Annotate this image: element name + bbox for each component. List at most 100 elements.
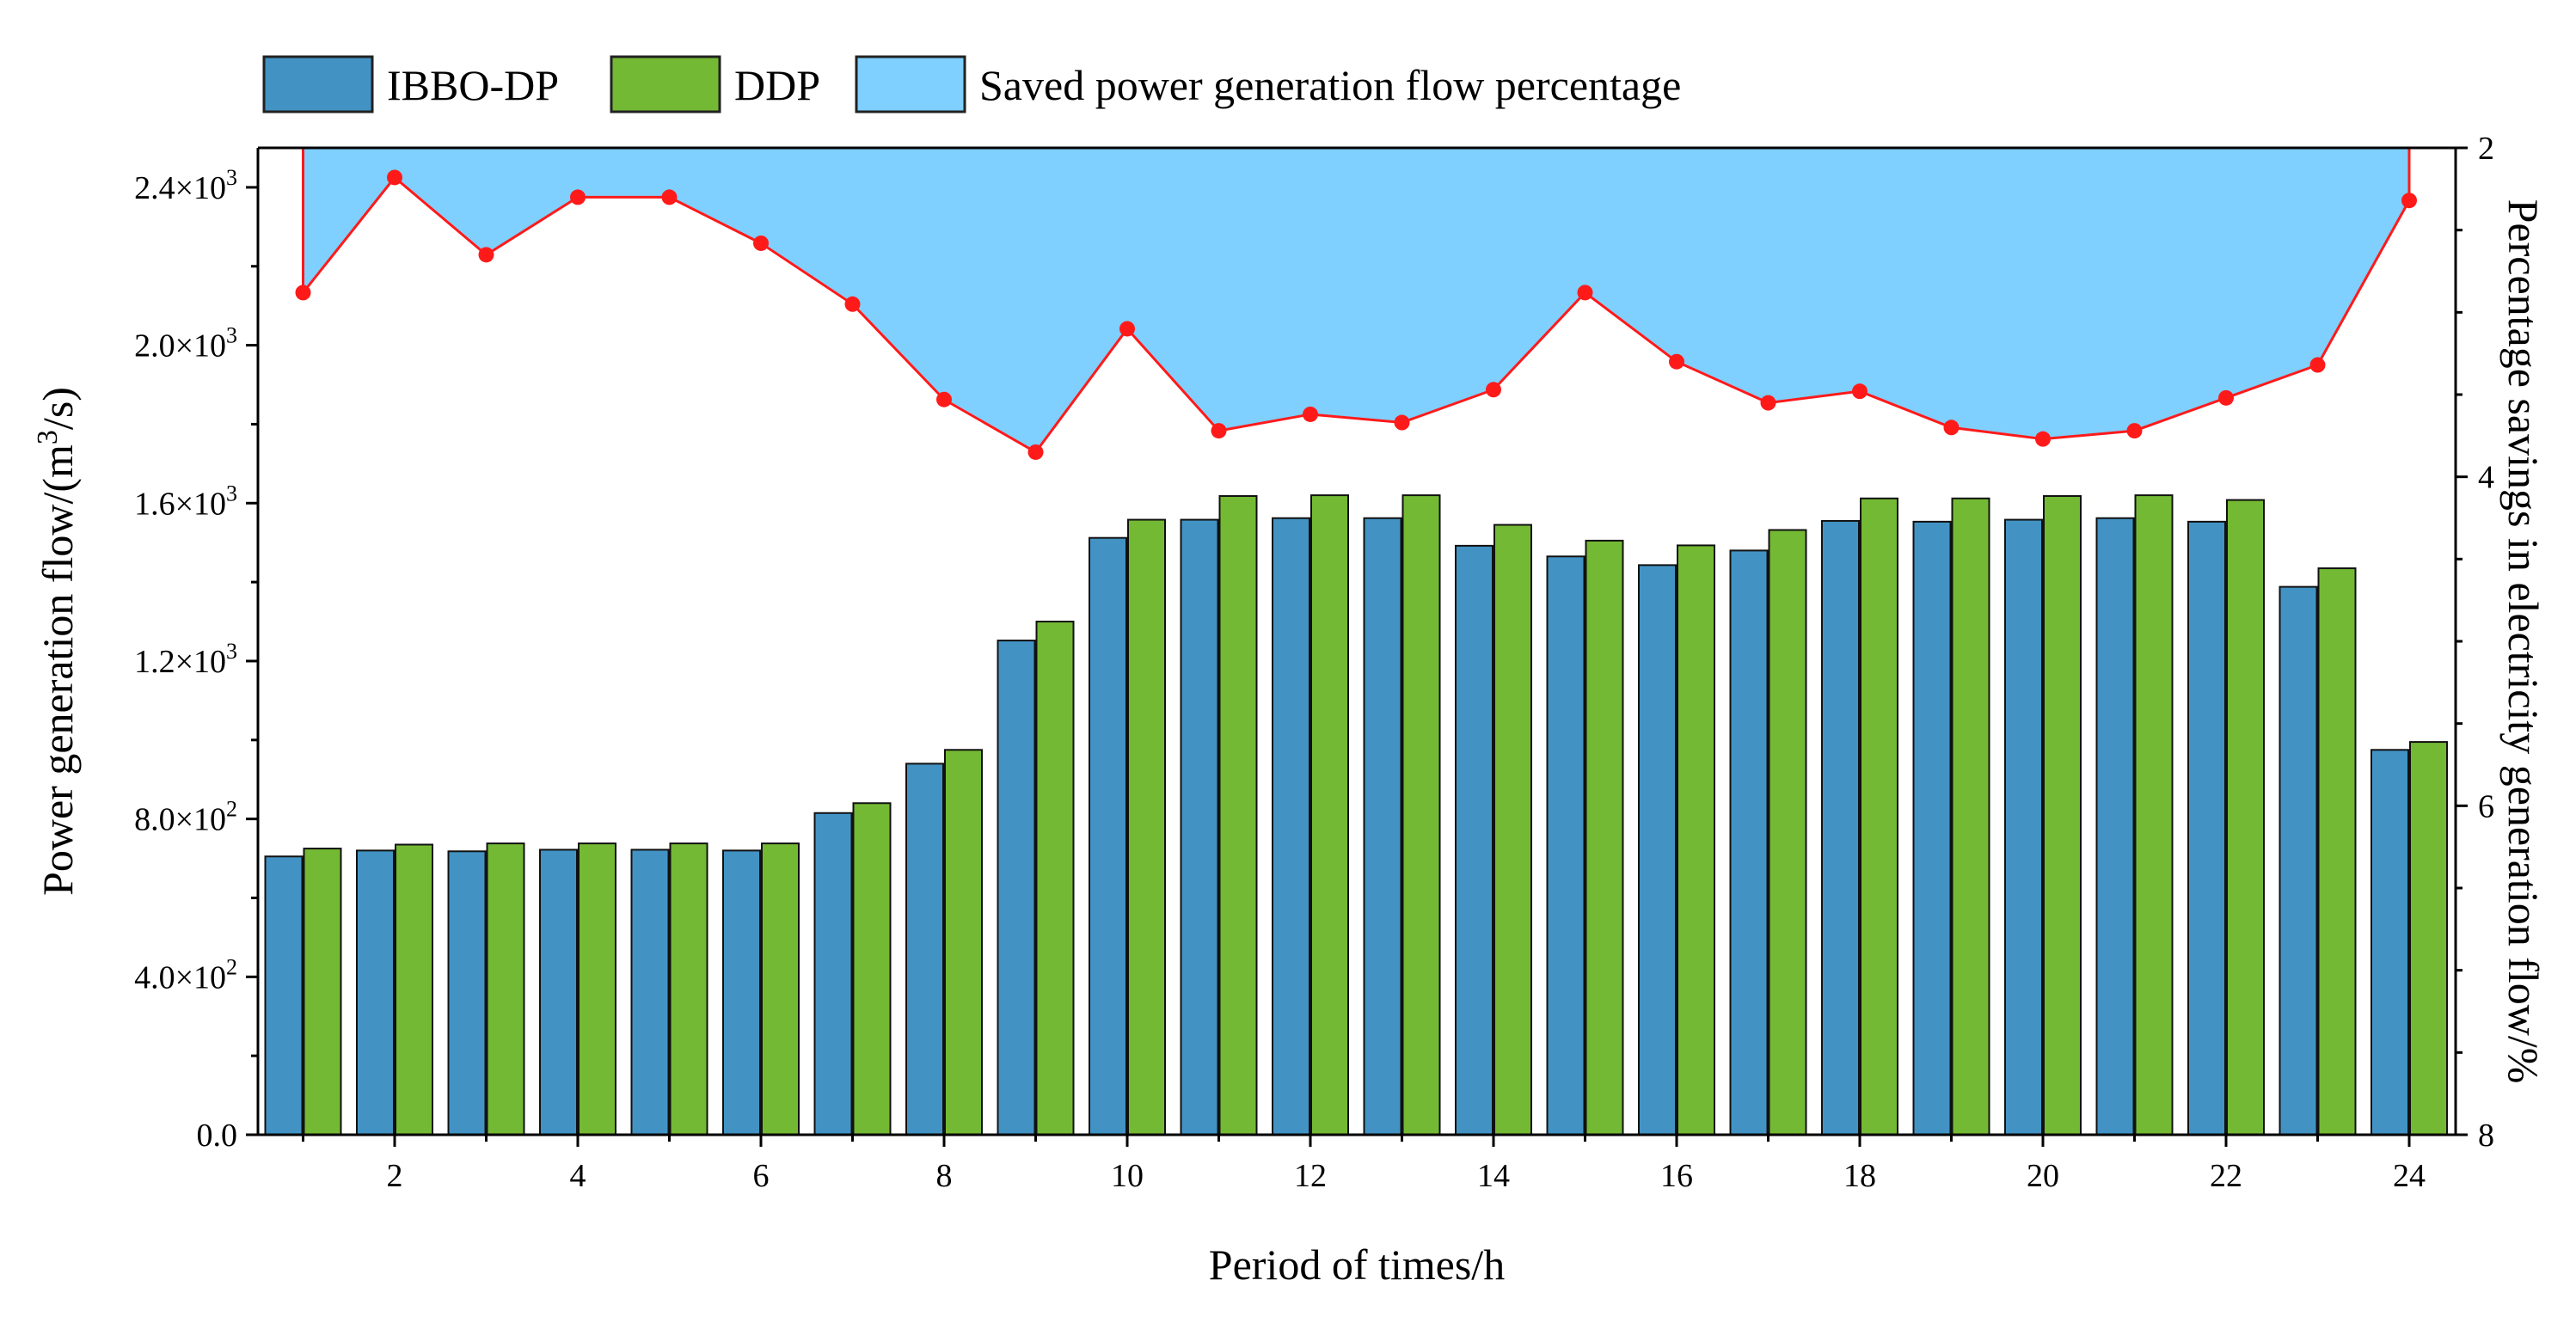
saved-percentage-point-4 [570,189,586,205]
saved-percentage-point-22 [2218,389,2234,406]
bar-ibbo-dp-15 [1546,555,1585,1136]
legend: IBBO-DP DDP Saved power generation flow … [262,55,1681,113]
x-tick-label-10: 10 [1111,1158,1144,1194]
bar-ibbo-dp-22 [2187,520,2226,1136]
saved-percentage-polyline [302,148,2411,454]
legend-label-saved-percentage: Saved power generation flow percentage [979,61,1681,109]
y-tick-label-1200: 1.2×103 [134,639,237,680]
bar-ddp-18 [1860,497,1898,1136]
saved-percentage-point-6 [753,235,769,251]
y-tick-label-2400: 2.4×103 [134,165,237,206]
bar-ibbo-dp-2 [356,849,395,1136]
bar-ibbo-dp-21 [2095,517,2135,1136]
y-ticks: 0.0 4.0×102 8.0×102 1.2×103 1.6×103 2.0×103 2.… [134,165,258,1154]
y-tick-label-400: 4.0×102 [134,954,237,995]
legend-label-ibbo-dp: IBBO-DP [387,61,559,109]
bar-ddp-6 [761,842,800,1136]
bar-ibbo-dp-3 [447,850,487,1136]
y2-tick-label-4: 4 [2478,460,2494,496]
saved-percentage-point-7 [844,296,861,312]
saved-percentage-point-8 [936,391,952,407]
saved-percentage-point-21 [2126,423,2143,439]
bar-ddp-4 [578,842,616,1136]
x-tick-label-24: 24 [2393,1158,2426,1194]
bar-ibbo-dp-17 [1729,549,1769,1136]
bar-ddp-13 [1401,494,1441,1136]
bar-ibbo-dp-9 [997,640,1036,1136]
bar-ddp-20 [2043,495,2082,1136]
bar-ddp-17 [1768,529,1807,1136]
saved-percentage-point-12 [1303,406,1318,422]
y-axis-title-suffix: /s) [34,387,82,430]
saved-percentage-point-16 [1669,353,1684,370]
saved-percentage-point-10 [1119,321,1135,337]
bar-ibbo-dp-10 [1089,536,1127,1136]
bar-ddp-11 [1218,495,1258,1136]
bar-ibbo-dp-4 [539,848,578,1136]
y-axis-title-sup: 3 [32,430,64,444]
bar-ibbo-dp-24 [2371,749,2409,1136]
bar-ddp-8 [944,749,983,1136]
bar-ddp-22 [2226,499,2265,1136]
saved-percentage-point-19 [1943,420,1960,436]
saved-percentage-point-9 [1027,444,1044,460]
bar-ddp-19 [1951,497,1990,1136]
saved-percentage-point-2 [387,169,402,186]
x-tick-label-14: 14 [1477,1158,1510,1194]
legend-label-ddp: DDP [734,61,820,109]
y-tick-label-1600: 1.6×103 [134,481,237,522]
saved-percentage-point-11 [1211,423,1227,439]
bar-ddp-15 [1585,539,1624,1136]
x-tick-label-18: 18 [1843,1158,1876,1194]
bar-ddp-16 [1677,544,1715,1136]
saved-percentage-point-3 [478,247,494,263]
bar-ddp-24 [2409,741,2448,1136]
bar-ddp-3 [486,842,525,1136]
x-axis-title: Period of times/h [1209,1240,1505,1289]
x-tick-label-6: 6 [753,1158,770,1194]
saved-percentage-point-15 [1577,285,1593,301]
legend-swatch-ddp [610,55,721,113]
bar-ibbo-dp-8 [905,763,944,1136]
saved-percentage-area-fill [303,148,2409,452]
saved-percentage-point-20 [2035,431,2051,447]
y-axis-title: Power generation flow/(m3/s) [32,387,82,896]
bar-ddp-14 [1493,524,1532,1136]
bar-ibbo-dp-5 [630,848,670,1136]
y-axis-title-prefix: Power generation flow/(m [34,444,82,896]
bar-ibbo-dp-12 [1272,517,1310,1136]
x-ticks: 2 4 6 8 10 12 14 16 18 20 22 24 [302,1135,2426,1194]
y2-ticks: 2 4 6 8 [2456,131,2494,1154]
saved-percentage-point-1 [295,285,311,301]
legend-swatch-ibbo-dp [262,55,374,113]
bars [264,494,2448,1136]
saved-percentage-point-14 [1486,382,1501,398]
bar-ibbo-dp-14 [1455,544,1493,1136]
bar-ddp-23 [2317,567,2357,1136]
x-tick-label-20: 20 [2027,1158,2059,1194]
bar-ibbo-dp-16 [1638,564,1677,1136]
x-tick-label-8: 8 [936,1158,953,1194]
bar-ibbo-dp-7 [813,812,853,1136]
y-tick-label-800: 8.0×102 [134,797,237,838]
saved-percentage-point-23 [2309,357,2326,373]
y2-tick-label-8: 8 [2478,1118,2494,1154]
saved-percentage-area [303,148,2409,452]
y2-tick-label-6: 6 [2478,788,2494,824]
bar-ddp-7 [852,802,892,1136]
bar-ibbo-dp-23 [2279,585,2318,1136]
x-tick-label-4: 4 [570,1158,586,1194]
y-tick-label-0: 0.0 [197,1118,238,1154]
saved-percentage-point-17 [1760,395,1776,411]
y2-axis-title: Percentage savings in electricity genera… [2499,199,2548,1084]
bar-ddp-5 [669,842,708,1136]
bar-ibbo-dp-20 [2004,518,2043,1136]
y-tick-label-2000: 2.0×103 [134,323,237,364]
bar-ddp-9 [1035,621,1075,1136]
bar-ibbo-dp-19 [1912,520,1952,1136]
x-tick-label-12: 12 [1294,1158,1327,1194]
bar-ddp-12 [1310,494,1349,1136]
saved-percentage-point-24 [2401,193,2417,209]
bar-ddp-10 [1127,518,1166,1136]
bar-ibbo-dp-13 [1363,517,1402,1136]
